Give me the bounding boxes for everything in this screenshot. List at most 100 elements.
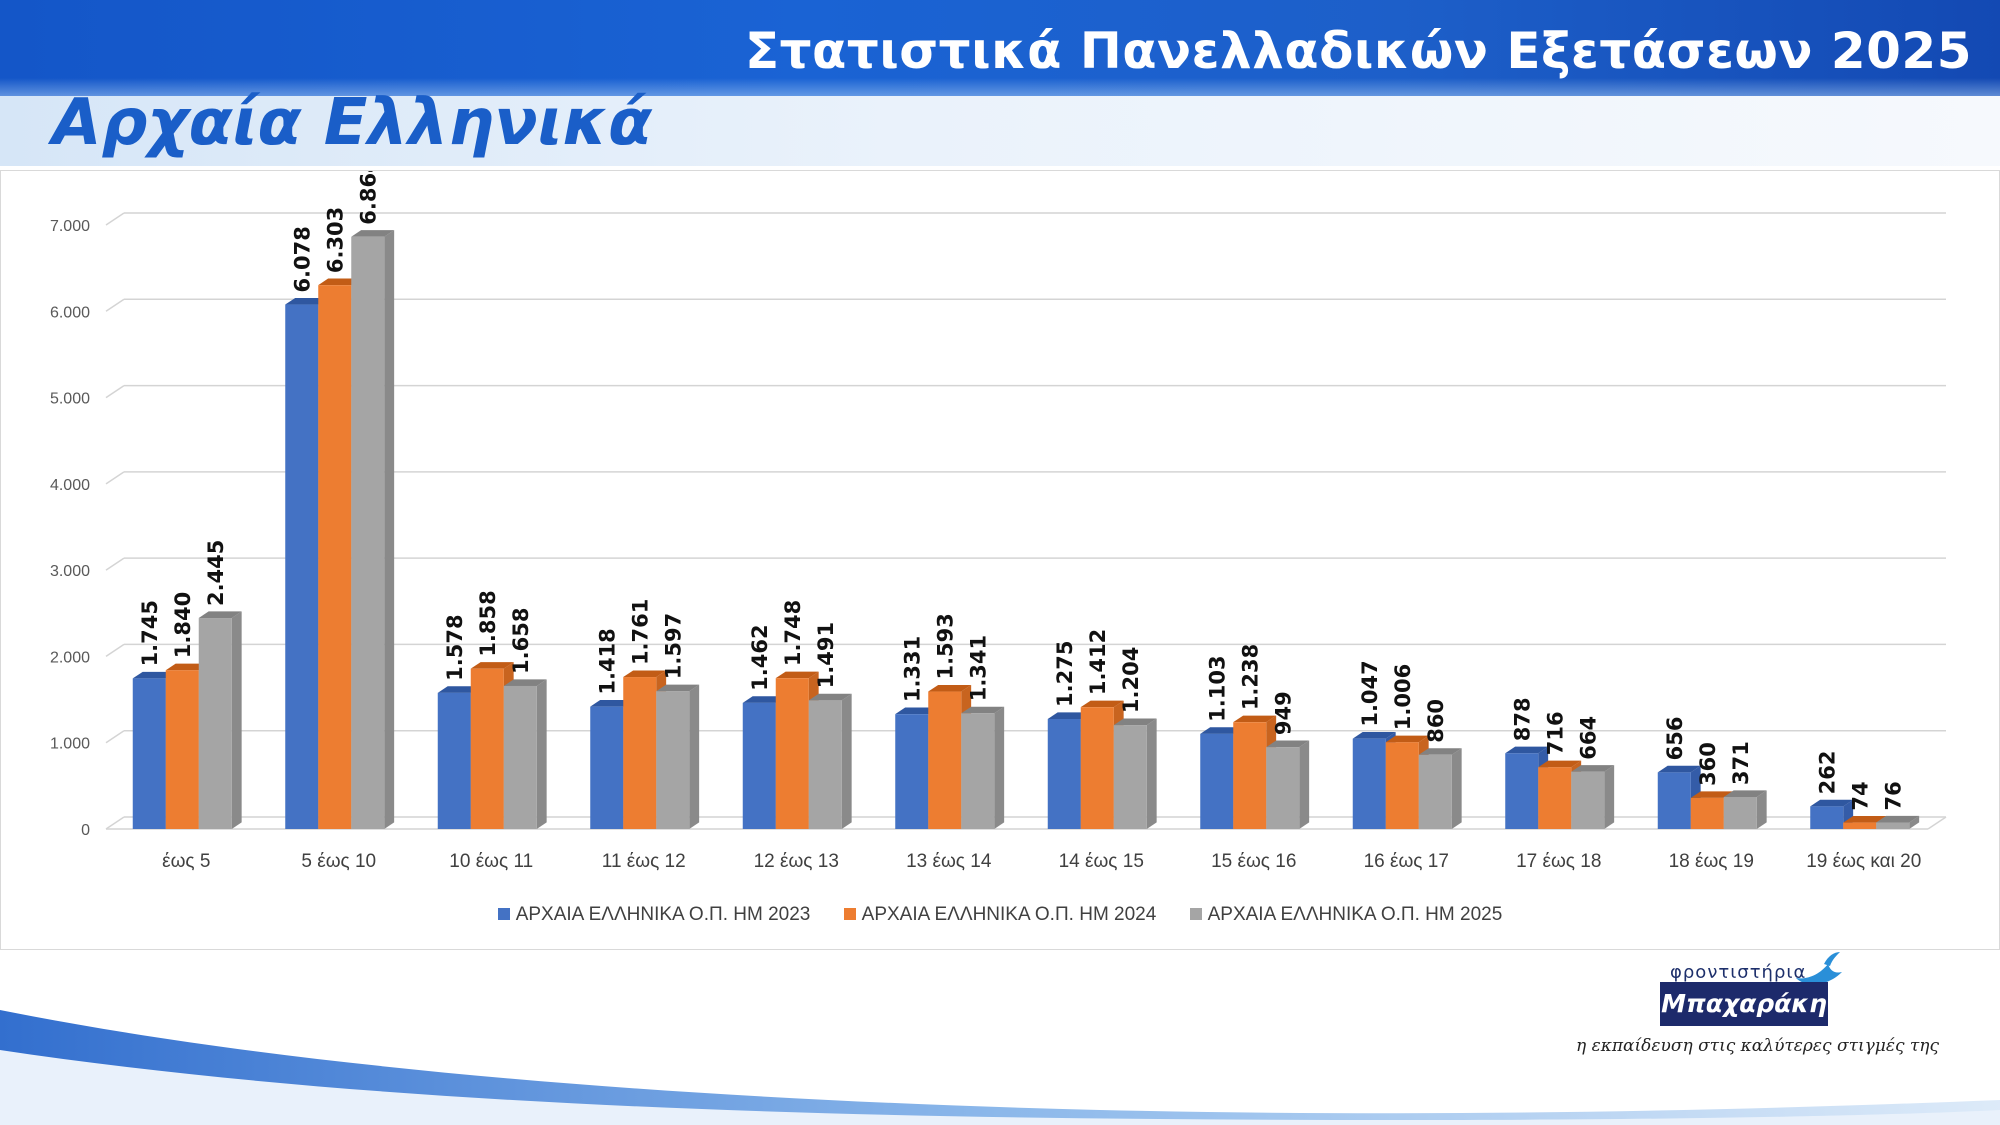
data-label: 76	[1882, 781, 1906, 810]
gridline-depth	[105, 730, 125, 744]
data-label: 6.303	[324, 207, 348, 273]
x-tick-label: 11 έως 12	[602, 851, 686, 872]
bar	[928, 691, 962, 829]
legend-swatch-2023	[497, 908, 510, 920]
data-label: 1.858	[476, 590, 500, 656]
bar-top	[1266, 740, 1310, 748]
bar	[1200, 733, 1234, 829]
data-label: 1.238	[1239, 644, 1263, 710]
bar	[775, 678, 809, 829]
bar	[1876, 822, 1910, 829]
data-label: 1.331	[901, 636, 925, 702]
data-label: 360	[1696, 742, 1720, 786]
data-label: 74	[1849, 781, 1873, 810]
bar-top	[1418, 748, 1462, 755]
bar	[1233, 722, 1267, 829]
bar-top	[1352, 732, 1396, 739]
bar-top	[1113, 718, 1157, 726]
bar	[808, 700, 842, 829]
bar-side	[994, 706, 1005, 829]
bar	[318, 285, 352, 830]
floor-edge-depth	[1927, 816, 1947, 830]
bar-side	[384, 230, 395, 829]
x-tick-label: 5 έως 10	[301, 851, 376, 872]
bar	[1113, 725, 1147, 829]
bar-top	[1810, 799, 1854, 807]
bar-top	[165, 663, 209, 671]
legend-item-2025: ΑΡΧΑΙΑ ΕΛΛΗΝΙΚΑ Ο.Π. ΗΜ 2025	[1189, 904, 1502, 926]
bar-side	[1299, 740, 1310, 829]
bar-top	[351, 230, 395, 237]
bar-top	[318, 278, 362, 286]
bar-chart: 0 1.000 2.000 3.000 4.000 5.000 6.000 7.000 1.74…	[50, 171, 1947, 872]
y-tick-label: 5.000	[50, 391, 90, 408]
header-band	[0, 0, 2000, 96]
bar	[1690, 797, 1724, 829]
data-label: 1.103	[1206, 655, 1230, 721]
subject-title: Αρχαία Ελληνικά	[52, 86, 653, 160]
bar-top	[1080, 700, 1124, 708]
bar	[1657, 772, 1691, 829]
bar	[895, 714, 929, 829]
bar	[285, 304, 319, 829]
bar	[1810, 806, 1844, 829]
x-tick-label: 18 έως 19	[1669, 851, 1754, 872]
bar	[961, 713, 995, 829]
bar-side	[689, 684, 700, 829]
data-label: 949	[1272, 691, 1296, 735]
data-label: 716	[1544, 711, 1568, 755]
bar-side	[1909, 815, 1920, 829]
bar-top	[1233, 715, 1277, 723]
x-tick-label: 10 έως 11	[449, 851, 533, 872]
bar-top	[470, 662, 514, 669]
bar-side	[1146, 718, 1157, 829]
logo-name: Μπαχαράκη	[1660, 982, 1828, 1026]
y-tick-label: 1.000	[50, 736, 90, 753]
bar-top	[1876, 815, 1920, 823]
bar-top	[1690, 791, 1734, 798]
data-label: 1.748	[781, 600, 805, 666]
bar-top	[928, 684, 972, 692]
logo: φροντιστήρια Μπαχαράκη η εκπαίδευση στις…	[1570, 950, 1970, 1070]
x-tick-label: 13 έως 14	[906, 851, 992, 872]
bar-top	[775, 671, 819, 679]
legend-swatch-2025	[1189, 908, 1202, 920]
data-label: 1.204	[1119, 647, 1143, 713]
bar-side	[231, 611, 242, 829]
logo-top-text: φροντιστήρια	[1670, 962, 1807, 983]
bar	[1047, 718, 1081, 829]
gridline-depth	[105, 643, 125, 658]
data-label: 1.047	[1358, 660, 1382, 726]
data-label: 1.418	[596, 628, 620, 694]
data-label: 1.597	[662, 613, 686, 679]
bar-top	[1843, 816, 1887, 823]
page-title: Στατιστικά Πανελλαδικών Εξετάσεων 2025	[744, 22, 1972, 80]
bar-side	[1756, 790, 1767, 829]
bar	[1723, 796, 1757, 829]
data-label: 1.745	[138, 600, 162, 666]
data-label: 1.593	[934, 613, 958, 679]
bar	[1352, 738, 1386, 829]
y-tick-label: 2.000	[50, 649, 90, 666]
legend-label-2023: ΑΡΧΑΙΑ ΕΛΛΗΝΙΚΑ Ο.Π. ΗΜ 2023	[515, 904, 811, 925]
data-label: 878	[1511, 697, 1535, 741]
bar-top	[895, 707, 939, 715]
data-label: 1.462	[748, 624, 772, 690]
data-label: 664	[1577, 716, 1601, 760]
bar-top	[1723, 790, 1767, 797]
bar	[623, 677, 657, 829]
bar	[590, 706, 624, 829]
x-tick-label: 19 έως και 20	[1806, 851, 1921, 872]
legend-label-2024: ΑΡΧΑΙΑ ΕΛΛΗΝΙΚΑ Ο.Π. ΗΜ 2024	[861, 904, 1157, 925]
bar-top	[503, 679, 547, 686]
x-tick-label: έως 5	[162, 851, 210, 872]
bar-top	[742, 696, 786, 703]
bar-top	[1538, 760, 1582, 768]
x-tick-label: 16 έως 17	[1364, 851, 1449, 872]
data-label: 860	[1424, 699, 1448, 743]
bar-side	[1604, 765, 1615, 829]
data-label: 1.412	[1086, 629, 1110, 695]
bar-top	[1571, 765, 1615, 772]
bar-top	[656, 684, 700, 692]
gridline-depth	[105, 471, 125, 485]
